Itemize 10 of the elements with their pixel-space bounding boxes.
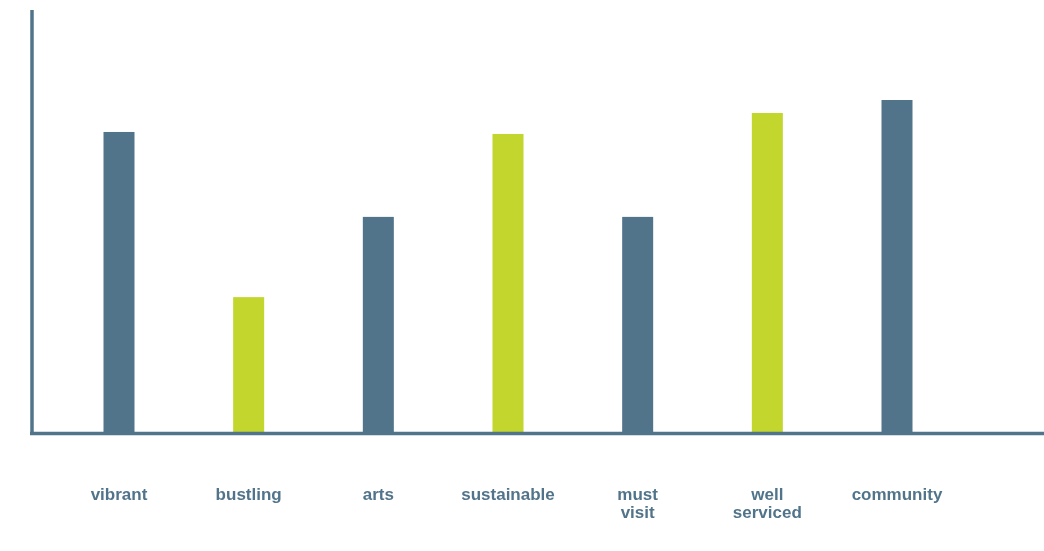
- bar: [751, 112, 783, 433]
- bar: [492, 133, 524, 433]
- bar: [233, 297, 265, 433]
- x-tick-label: sustainable: [461, 485, 555, 504]
- x-tick-label: bustling: [215, 485, 282, 504]
- x-tick-label: vibrant: [90, 485, 148, 504]
- x-tick-label: community: [851, 485, 943, 504]
- x-tick-label: must visit: [617, 485, 659, 522]
- x-tick-label: well serviced: [732, 485, 802, 522]
- x-tick-label: arts: [362, 485, 394, 504]
